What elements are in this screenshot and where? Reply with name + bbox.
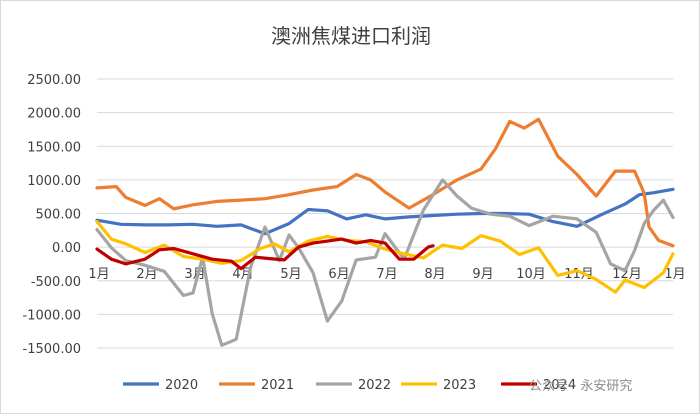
y-axis-ticks: 2500.00 2000.00 1500.00 1000.00 500.00 0.00 -5… [23,73,81,357]
grid-layer [97,78,673,349]
legend-label-2023: 2023 [443,378,476,393]
y-tick-label: -1000.00 [23,308,81,323]
series-line-2022 [95,178,675,347]
y-tick-label: 1500.00 [27,140,81,155]
x-tick-label: 10月 [516,267,546,282]
y-tick-label: 1000.00 [27,174,81,189]
x-tick-label: 1月 [664,267,685,282]
legend: 2020 2021 2022 2023 2024 [123,378,576,393]
x-tick-label: 7月 [376,267,397,282]
legend-label-2024: 2024 [543,378,576,393]
y-tick-label: -500.00 [31,275,81,290]
y-tick-label: 2500.00 [27,73,81,88]
series-line-2020 [95,187,675,236]
series-line-2023 [95,220,675,294]
x-axis-ticks: 1月 2月 3月 4月 5月 6月 7月 8月 9月 10月 11月 12月 1月 [88,267,685,282]
series-layer [95,117,675,347]
x-tick-label: 1月 [88,267,109,282]
legend-label-2020: 2020 [165,378,198,393]
x-tick-label: 9月 [472,267,493,282]
watermark-text: 公众号 · 永安研究 [529,379,632,394]
x-tick-label: 6月 [328,267,349,282]
legend-label-2021: 2021 [261,378,294,393]
y-tick-label: 500.00 [36,208,82,223]
y-tick-label: 2000.00 [27,107,81,122]
y-tick-label: -1500.00 [23,342,81,357]
x-tick-label: 12月 [612,267,642,282]
x-tick-label: 8月 [424,267,445,282]
legend-label-2022: 2022 [358,378,391,393]
chart-title: 澳洲焦煤进口利润 [271,24,431,48]
series-line-2021 [95,117,675,248]
x-tick-label: 2月 [136,267,157,282]
y-tick-label: 0.00 [52,241,81,256]
series-line-2024 [95,237,435,271]
x-tick-label: 5月 [280,267,301,282]
